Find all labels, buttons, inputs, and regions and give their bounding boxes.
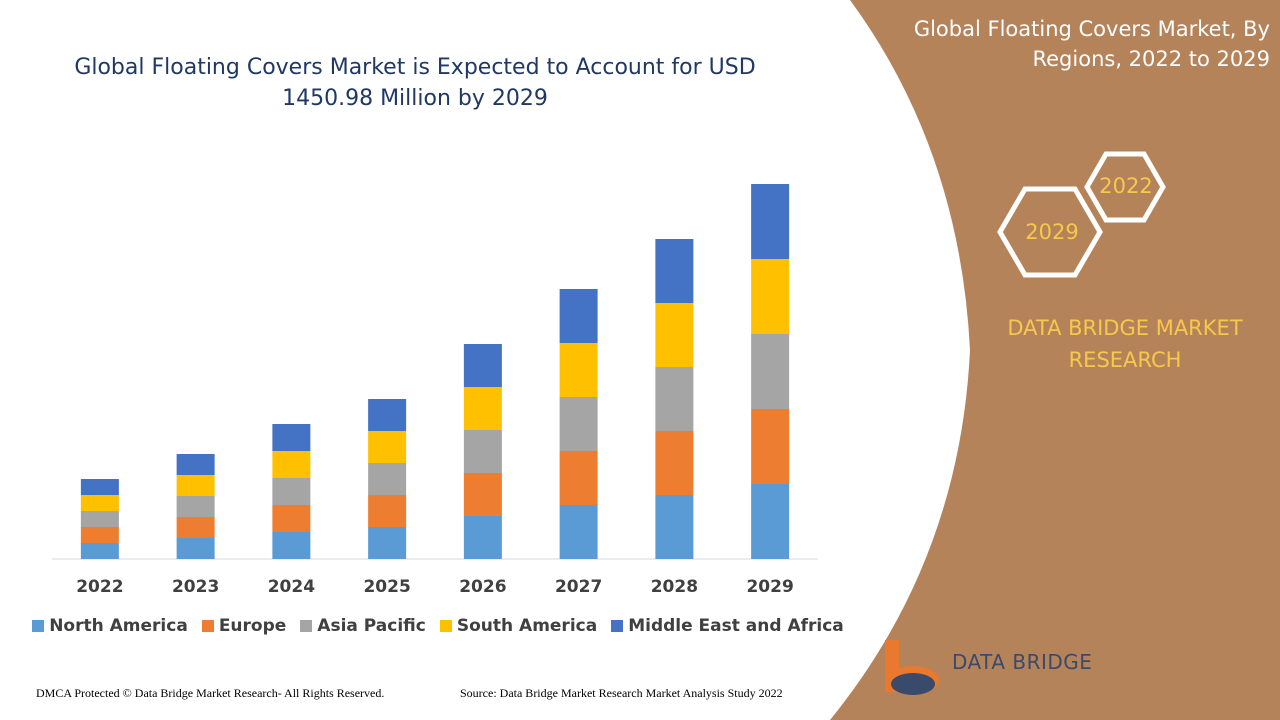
bar-segment [176,517,215,538]
hexagon [1084,151,1166,223]
logo-text: DATA BRIDGE [952,650,1093,674]
hexagon-label: 2022 [1099,174,1152,198]
x-tick-label: 2029 [746,577,793,597]
bar-segment [559,343,598,397]
bar-segment [80,495,119,511]
bar-segment [463,344,502,387]
bar-segment [559,289,598,343]
legend-swatch [611,620,624,632]
bar-segment [176,475,215,496]
copyright: DMCA Protected © Data Bridge Market Rese… [36,686,385,700]
legend-label: North America [49,616,188,636]
bar-segment [751,334,790,409]
bar-segment [80,479,119,495]
legend-label: Middle East and Africa [628,616,844,636]
legend-item: Asia Pacific [300,616,426,636]
bar-segment [80,527,119,543]
source: Source: Data Bridge Market Research Mark… [460,686,783,700]
bar-segment [463,473,502,516]
bar-segment [463,430,502,473]
bar-segment [272,451,311,478]
legend-swatch [32,620,45,632]
bar-segment [80,543,119,559]
bar-segment [655,303,694,367]
side-panel [830,0,1280,720]
legend-item: Europe [201,616,287,636]
chart-title: Global Floating Covers Market is Expecte… [74,55,756,111]
bar-segment [655,495,694,559]
bar-segment [559,397,598,451]
legend-swatch [300,620,313,632]
bar-segment [272,478,311,505]
bar-segment [751,184,790,259]
legend-swatch [201,620,214,632]
logo-icon [885,640,939,695]
bar-segment [463,387,502,430]
x-tick-label: 2023 [172,577,219,597]
bar-segment [176,496,215,517]
bar-segment [751,484,790,559]
bar-segment [655,431,694,495]
legend: North America Europe Asia Pacific South Ame… [0,616,876,636]
x-tick-label: 2025 [363,577,410,597]
bar-segment [655,367,694,431]
bar-segment [463,516,502,559]
bar-segment [655,239,694,303]
legend-item: North America [32,616,188,636]
x-tick-label: 2028 [651,577,698,597]
legend-swatch [439,620,452,632]
bar-segment [176,538,215,559]
legend-item: South America [439,616,598,636]
legend-item: Middle East and Africa [611,616,844,636]
bar-segment [80,511,119,527]
bar-segment [368,399,407,431]
x-tick-label: 2027 [555,577,602,597]
x-tick-label: 2022 [76,577,123,597]
bar-segment [368,463,407,495]
x-tick-label: 2024 [268,577,315,597]
bar-segment [368,527,407,559]
bar-segment [368,431,407,463]
hexagon-label: 2029 [1025,220,1078,244]
x-tick-label: 2026 [459,577,506,597]
bar-segment [751,259,790,334]
legend-label: Europe [218,616,287,636]
panel-title: Global Floating Covers Market, By Region… [913,17,1270,71]
bar-segment [559,451,598,505]
bar-segment [176,454,215,475]
bar-segment [272,424,311,451]
legend-label: South America [456,616,598,636]
hexagon [997,186,1103,278]
legend-label: Asia Pacific [317,616,426,636]
brand: DATA BRIDGE MARKET RESEARCH [1007,316,1243,372]
bar-segment [272,532,311,559]
bar-segment [751,409,790,484]
bar-segment [272,505,311,532]
bar-segment [559,505,598,559]
bar-segment [368,495,407,527]
